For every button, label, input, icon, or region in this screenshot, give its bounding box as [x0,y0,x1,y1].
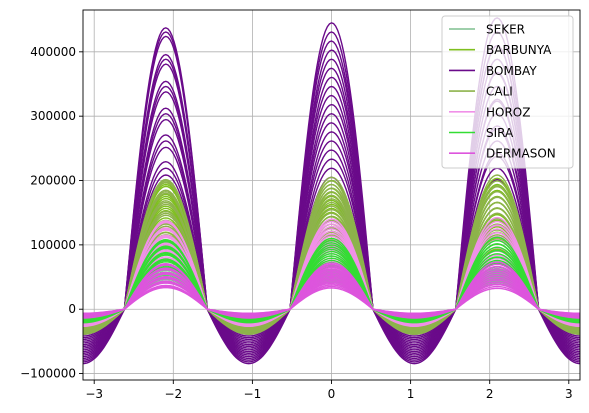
curve-cali [82,214,581,328]
x-tick-label: −3 [85,387,103,401]
curve-horoz [82,228,581,326]
series-dermason [82,261,581,319]
x-tick-label: 2 [486,387,494,401]
curve-cali [82,174,581,335]
curve-sira [82,253,581,321]
legend-label: DERMASON [486,147,556,161]
legend-item-barbunya: BARBUNYA [449,43,552,57]
curve-horoz [82,229,581,325]
curve-dermason [82,285,581,315]
curve-sira [82,259,581,320]
curve-sira [82,247,581,322]
curve-sira [82,240,581,323]
legend-item-cali: CALI [449,85,513,99]
x-tick-label: −2 [164,387,182,401]
legend-label: BARBUNYA [486,43,552,57]
legend-label: BOMBAY [486,64,537,78]
curve-dermason [82,277,581,316]
curve-dermason [82,273,581,317]
y-tick-label: 400000 [30,45,76,59]
axes: −3 −2 −1 0 1 2 3 −100000 0 100000 200000 300000 4000… [20,9,581,401]
legend-item-dermason: DERMASON [449,147,556,161]
y-tick-label: −100000 [20,367,76,381]
curve-sira [82,246,581,322]
curve-dermason [82,276,581,316]
y-tick-label: 300000 [30,109,76,123]
x-tick-label: 0 [328,387,336,401]
curve-cali [82,181,581,334]
curve-horoz [82,221,581,327]
curve-dermason [82,272,581,317]
curve-cali [82,190,581,333]
curve-sira [82,254,581,321]
legend-item-seker: SEKER [449,23,525,37]
curve-dermason [82,264,581,319]
curve-barbunya [82,209,581,329]
legend-label: SIRA [486,126,514,140]
curve-cali [82,201,581,331]
legend-label: CALI [486,85,513,99]
curve-cali [82,192,581,332]
legend-box [441,15,574,169]
curve-horoz [82,220,581,327]
legend-label: HOROZ [486,105,530,119]
curve-sira [82,236,581,324]
curve-cali [82,180,581,335]
y-tick-label: 200000 [30,174,76,188]
legend-item-sira: SIRA [449,126,514,140]
curve-dermason [82,282,581,315]
curve-dermason [82,281,581,316]
curve-dermason [82,268,581,318]
curve-cali [82,203,581,330]
curve-sira [82,239,581,323]
x-tick-label: 3 [565,387,573,401]
y-tick-label: 0 [68,302,76,316]
x-tick-label: −1 [244,387,262,401]
legend-item-horoz: HOROZ [449,105,530,119]
curve-dermason [82,286,581,314]
curve-dermason [82,268,581,318]
curve-horoz [82,216,581,328]
curve-cali [82,212,581,329]
legend-label: SEKER [486,23,525,37]
curve-dermason [82,261,581,319]
x-tick-label: 1 [407,387,415,401]
y-tick-label: 100000 [30,238,76,252]
legend: SEKER BARBUNYA BOMBAY CALI HOROZ SIRA DERMASON [441,15,574,169]
curve-horoz [82,235,581,324]
legend-item-bombay: BOMBAY [449,64,537,78]
